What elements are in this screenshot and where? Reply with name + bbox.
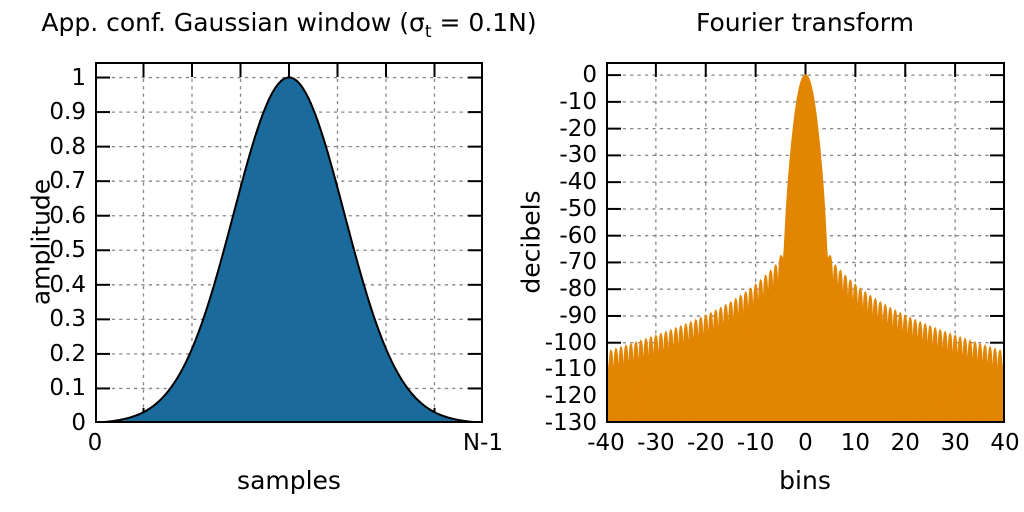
x-tick-label: -20 <box>686 430 725 456</box>
y-tick-label: -80 <box>559 276 597 303</box>
y-tick-label: -90 <box>559 302 597 329</box>
x-tick-label: -30 <box>637 430 675 456</box>
y-tick-label: -70 <box>559 249 597 276</box>
y-tick-label: 0 <box>582 62 597 89</box>
fourier-area <box>606 75 1005 423</box>
y-tick-label: -100 <box>544 329 597 356</box>
window-area <box>95 77 483 423</box>
x-tick-label: -40 <box>587 430 625 456</box>
fourier-plot-svg <box>606 62 1005 423</box>
chart-title-suffix: = 0.1N) <box>431 8 537 37</box>
y-tick-label: 0.6 <box>49 202 86 229</box>
y-tick-label: -130 <box>544 410 597 436</box>
chart-title: Fourier transform <box>695 8 915 37</box>
y-tick-label: 0.4 <box>49 271 86 298</box>
y-tick-label: 1 <box>71 64 86 91</box>
x-tick-label: N-1 <box>462 430 504 456</box>
y-tick-label: 0.8 <box>49 133 86 160</box>
y-tick-label: 0 <box>71 410 86 436</box>
x-tick-label: 0 <box>87 430 103 456</box>
x-tick-label: 20 <box>890 430 920 456</box>
x-tick-label: 30 <box>940 430 970 456</box>
x-tick-label: 0 <box>798 430 813 456</box>
plot-frame <box>95 62 483 423</box>
y-tick-label: 0.2 <box>49 340 86 367</box>
y-axis-label: decibels <box>516 190 546 294</box>
y-tick-label: 0.3 <box>49 306 86 333</box>
y-tick-label: -20 <box>559 115 597 142</box>
plot-frame <box>606 62 1005 423</box>
y-tick-label: 0.5 <box>49 237 86 264</box>
window-curve <box>95 76 483 423</box>
x-axis-label: bins <box>779 466 831 495</box>
y-tick-label: 0.7 <box>49 168 86 195</box>
y-tick-label: -120 <box>544 383 597 410</box>
y-tick-label: -40 <box>559 169 597 196</box>
chart-title-text: App. conf. Gaussian window (σ <box>41 8 425 37</box>
y-tick-label: -50 <box>559 195 597 222</box>
fourier-curve <box>606 74 1005 423</box>
x-axis-label: samples <box>237 466 341 495</box>
window-plot-svg <box>95 62 483 423</box>
y-tick-label: 0.1 <box>49 375 86 402</box>
y-tick-label: -30 <box>559 142 597 169</box>
y-tick-label: -60 <box>559 222 597 249</box>
y-tick-label: -10 <box>559 88 597 115</box>
sigma-subscript: t <box>424 22 432 42</box>
x-tick-label: 40 <box>990 430 1020 456</box>
x-tick-label: -10 <box>736 430 775 456</box>
y-tick-label: 0.9 <box>49 99 86 126</box>
x-tick-label: 10 <box>840 430 871 456</box>
chart-title: App. conf. Gaussian window (σt = 0.1N) <box>41 8 537 41</box>
y-tick-label: -110 <box>544 356 597 383</box>
